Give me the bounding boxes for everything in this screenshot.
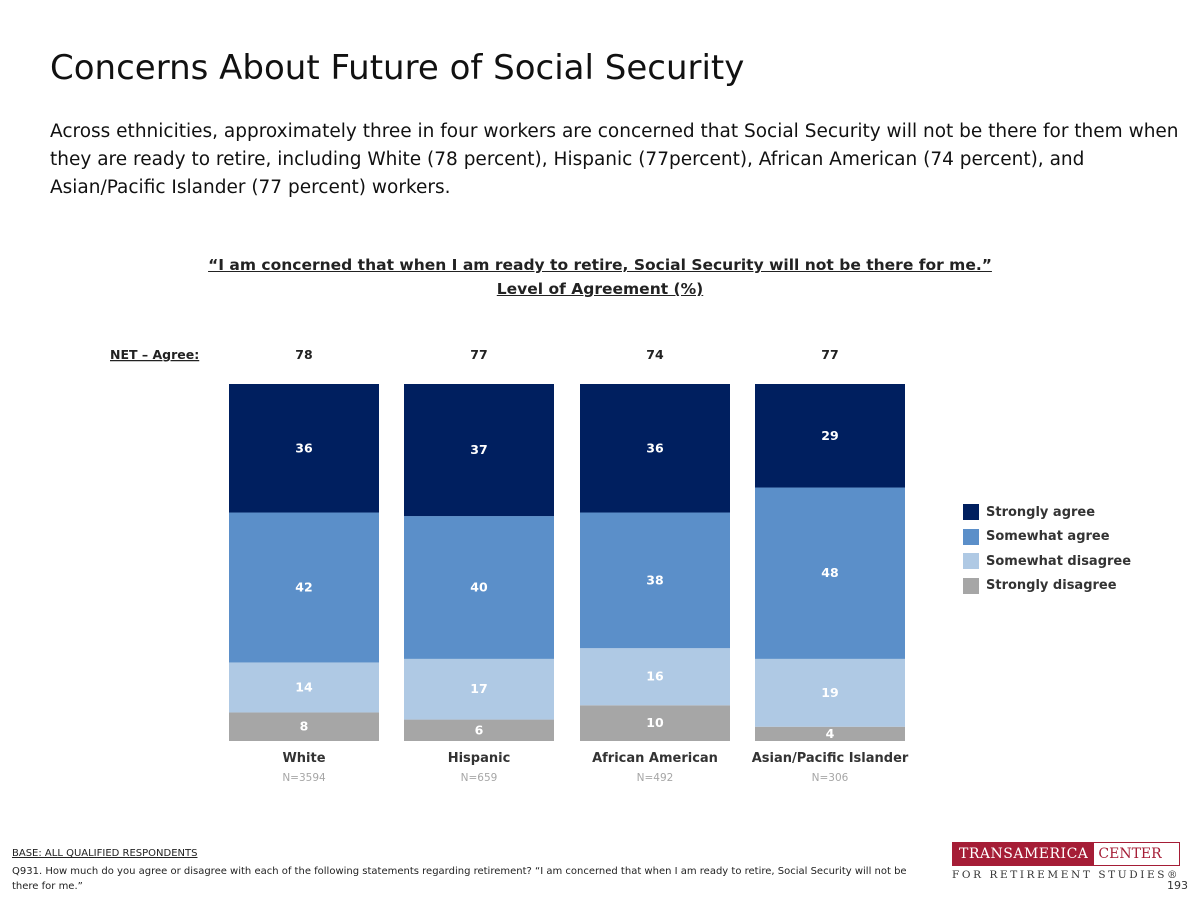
bar-segment bbox=[229, 662, 379, 713]
legend-label: Strongly disagree bbox=[986, 578, 1117, 594]
bar-segment bbox=[229, 384, 379, 513]
bar-segment bbox=[755, 726, 905, 741]
bar-data-label: 48 bbox=[821, 565, 838, 580]
bar-segment bbox=[404, 719, 554, 741]
net-value: 74 bbox=[646, 347, 664, 362]
bar-data-label: 36 bbox=[646, 440, 664, 455]
legend-item-somewhat-agree: Somewhat agree bbox=[963, 525, 1131, 550]
bar-data-label: 19 bbox=[821, 685, 838, 700]
legend-swatch bbox=[963, 504, 979, 521]
sample-size-label: N=306 bbox=[812, 772, 849, 784]
bar-segment bbox=[404, 516, 554, 659]
bar-segment bbox=[755, 658, 905, 727]
category-label: Hispanic bbox=[448, 751, 511, 766]
page-title: Concerns About Future of Social Security bbox=[50, 48, 745, 88]
bar-segment bbox=[229, 712, 379, 741]
logo-tagline: FOR RETIREMENT STUDIES® bbox=[952, 869, 1181, 881]
bar-segment bbox=[755, 384, 905, 488]
legend-label: Strongly agree bbox=[986, 504, 1096, 520]
legend-item-strongly-agree: Strongly agree bbox=[963, 500, 1131, 525]
page-subtitle: Across ethnicities, approximately three … bbox=[50, 121, 1179, 198]
footnote: Q931. How much do you agree or disagree … bbox=[12, 866, 907, 892]
bar-data-label: 14 bbox=[295, 679, 313, 694]
sample-size-label: N=659 bbox=[461, 772, 498, 784]
bar-data-label: 8 bbox=[300, 719, 309, 734]
bar-segment bbox=[755, 487, 905, 659]
bar-data-label: 6 bbox=[475, 722, 484, 737]
legend-label: Somewhat agree bbox=[986, 529, 1110, 545]
bar-data-label: 29 bbox=[821, 428, 838, 443]
legend-item-somewhat-disagree: Somewhat disagree bbox=[963, 549, 1131, 574]
bar-data-label: 17 bbox=[470, 681, 487, 696]
net-value: 77 bbox=[470, 347, 487, 362]
logo-wordmark: TRANSAMERICA CENTER bbox=[952, 842, 1181, 866]
bar-data-label: 36 bbox=[295, 440, 313, 455]
base-label: BASE: ALL QUALIFIED RESPONDENTS bbox=[12, 848, 198, 859]
net-value: 78 bbox=[295, 347, 312, 362]
page-number: 193 bbox=[1167, 879, 1188, 892]
bar-segment bbox=[580, 512, 730, 649]
bar-data-label: 16 bbox=[646, 669, 664, 684]
chart-title: “I am concerned that when I am ready to … bbox=[208, 256, 992, 274]
legend-item-strongly-disagree: Strongly disagree bbox=[963, 574, 1131, 599]
sample-size-label: N=492 bbox=[637, 772, 674, 784]
bar-segment bbox=[580, 384, 730, 513]
chart-subtitle: Level of Agreement (%) bbox=[496, 280, 704, 298]
legend-swatch bbox=[963, 577, 979, 594]
bar-segment bbox=[404, 384, 554, 517]
category-label: Asian/Pacific Islander bbox=[752, 751, 909, 766]
legend-label: Somewhat disagree bbox=[986, 553, 1132, 569]
bar-segment bbox=[229, 512, 379, 663]
bar-data-label: 4 bbox=[826, 726, 835, 741]
net-value: 77 bbox=[821, 347, 838, 362]
net-agree-label: NET – Agree: bbox=[110, 347, 199, 362]
bar-data-label: 42 bbox=[295, 579, 312, 594]
chart-legend: Strongly agree Somewhat agree Somewhat d… bbox=[963, 500, 1131, 598]
sample-size-label: N=3594 bbox=[282, 772, 326, 784]
bar-segment bbox=[580, 648, 730, 706]
bar-data-label: 38 bbox=[646, 572, 663, 587]
bar-data-label: 40 bbox=[470, 579, 488, 594]
logo-center: CENTER bbox=[1094, 843, 1166, 865]
transamerica-logo: TRANSAMERICA CENTER FOR RETIREMENT STUDI… bbox=[952, 842, 1181, 881]
legend-swatch bbox=[963, 553, 979, 570]
bar-data-label: 37 bbox=[470, 442, 487, 457]
category-label: African American bbox=[592, 751, 718, 766]
bar-segment bbox=[404, 658, 554, 720]
logo-brand: TRANSAMERICA bbox=[953, 843, 1095, 865]
legend-swatch bbox=[963, 528, 979, 545]
bar-segment bbox=[580, 705, 730, 741]
category-label: White bbox=[282, 751, 325, 766]
bar-data-label: 10 bbox=[646, 715, 664, 730]
